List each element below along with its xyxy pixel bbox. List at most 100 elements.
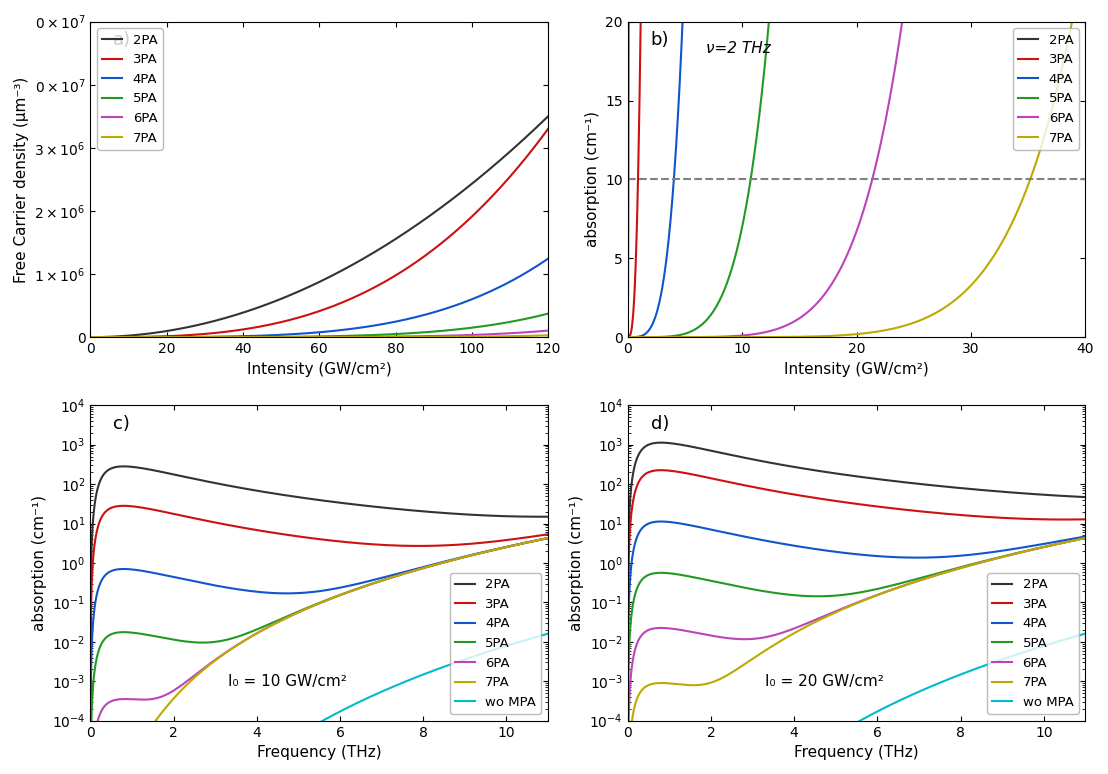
4PA <box>483 546 496 555</box>
wo MPA <box>622 755 635 765</box>
4PA <box>295 329 308 338</box>
6PA <box>817 612 830 622</box>
2PA <box>542 111 555 121</box>
3PA <box>84 696 98 705</box>
2PA <box>529 125 542 134</box>
7PA <box>306 333 319 342</box>
wo MPA <box>84 755 98 765</box>
5PA <box>483 546 496 556</box>
Legend: 2PA, 3PA, 4PA, 5PA, 6PA, 7PA: 2PA, 3PA, 4PA, 5PA, 6PA, 7PA <box>1013 29 1079 150</box>
6PA <box>797 311 810 320</box>
wo MPA <box>483 646 496 656</box>
6PA <box>163 688 176 697</box>
3PA <box>306 309 319 318</box>
X-axis label: Intensity (GW/cm²): Intensity (GW/cm²) <box>784 361 929 377</box>
7PA <box>622 755 635 765</box>
X-axis label: Frequency (THz): Frequency (THz) <box>257 745 381 760</box>
4PA <box>107 333 121 342</box>
3PA <box>533 531 546 540</box>
4PA <box>444 303 458 312</box>
2PA <box>1070 492 1084 502</box>
2PA <box>533 512 546 522</box>
4PA <box>259 588 273 598</box>
wo MPA <box>1020 646 1034 656</box>
6PA <box>674 625 687 635</box>
Text: d): d) <box>650 415 669 433</box>
2PA <box>622 632 635 642</box>
Line: 7PA: 7PA <box>91 335 548 337</box>
7PA <box>542 330 555 340</box>
Line: 3PA: 3PA <box>628 0 1086 337</box>
wo MPA <box>797 752 810 762</box>
5PA <box>163 635 176 644</box>
2PA <box>797 464 810 473</box>
4PA <box>542 254 555 263</box>
4PA <box>655 517 668 526</box>
7PA <box>527 331 541 341</box>
3PA <box>279 530 293 539</box>
wo MPA <box>532 632 545 641</box>
2PA <box>483 511 496 520</box>
5PA <box>1020 546 1034 555</box>
5PA <box>444 325 458 334</box>
7PA <box>797 624 810 633</box>
wo MPA <box>163 755 176 765</box>
7PA <box>84 333 98 342</box>
6PA <box>279 614 293 623</box>
Line: wo MPA: wo MPA <box>91 634 548 760</box>
wo MPA <box>136 755 150 765</box>
wo MPA <box>259 752 273 762</box>
4PA <box>1020 542 1034 551</box>
6PA <box>527 327 541 336</box>
6PA <box>84 755 98 765</box>
3PA <box>117 502 131 511</box>
X-axis label: Frequency (THz): Frequency (THz) <box>794 745 919 760</box>
Line: 4PA: 4PA <box>628 522 1086 716</box>
wo MPA <box>1069 632 1083 641</box>
Text: ν=2 THz: ν=2 THz <box>706 40 770 56</box>
3PA <box>136 503 150 512</box>
3PA <box>542 529 555 539</box>
Line: 5PA: 5PA <box>628 0 1086 337</box>
Line: 7PA: 7PA <box>91 538 548 760</box>
wo MPA <box>542 629 555 639</box>
4PA <box>279 589 293 598</box>
6PA <box>444 331 458 341</box>
2PA <box>444 196 458 205</box>
5PA <box>674 330 687 340</box>
5PA <box>136 629 150 639</box>
3PA <box>622 333 635 342</box>
6PA <box>542 533 555 543</box>
5PA <box>529 312 542 321</box>
7PA <box>674 333 687 342</box>
Y-axis label: absorption (cm⁻¹): absorption (cm⁻¹) <box>585 111 599 248</box>
3PA <box>163 509 176 518</box>
4PA <box>674 519 687 528</box>
7PA <box>295 333 308 342</box>
3PA <box>797 491 810 501</box>
5PA <box>107 333 121 342</box>
2PA <box>817 467 830 476</box>
5PA <box>674 570 687 580</box>
7PA <box>163 698 176 707</box>
4PA <box>163 571 176 580</box>
Legend: 2PA, 3PA, 4PA, 5PA, 6PA, 7PA: 2PA, 3PA, 4PA, 5PA, 6PA, 7PA <box>98 29 163 150</box>
7PA <box>700 333 714 342</box>
Line: 6PA: 6PA <box>628 538 1086 760</box>
Line: wo MPA: wo MPA <box>628 634 1086 760</box>
2PA <box>306 280 319 289</box>
6PA <box>674 333 687 342</box>
5PA <box>84 333 98 342</box>
Line: 5PA: 5PA <box>91 538 548 760</box>
5PA <box>542 533 555 543</box>
7PA <box>259 624 273 633</box>
7PA <box>622 333 635 342</box>
3PA <box>700 473 714 482</box>
7PA <box>1069 0 1083 5</box>
3PA <box>1020 514 1034 523</box>
2PA <box>163 469 176 478</box>
Line: 6PA: 6PA <box>628 0 1086 337</box>
3PA <box>655 465 668 474</box>
6PA <box>532 536 545 545</box>
2PA <box>1020 489 1034 498</box>
